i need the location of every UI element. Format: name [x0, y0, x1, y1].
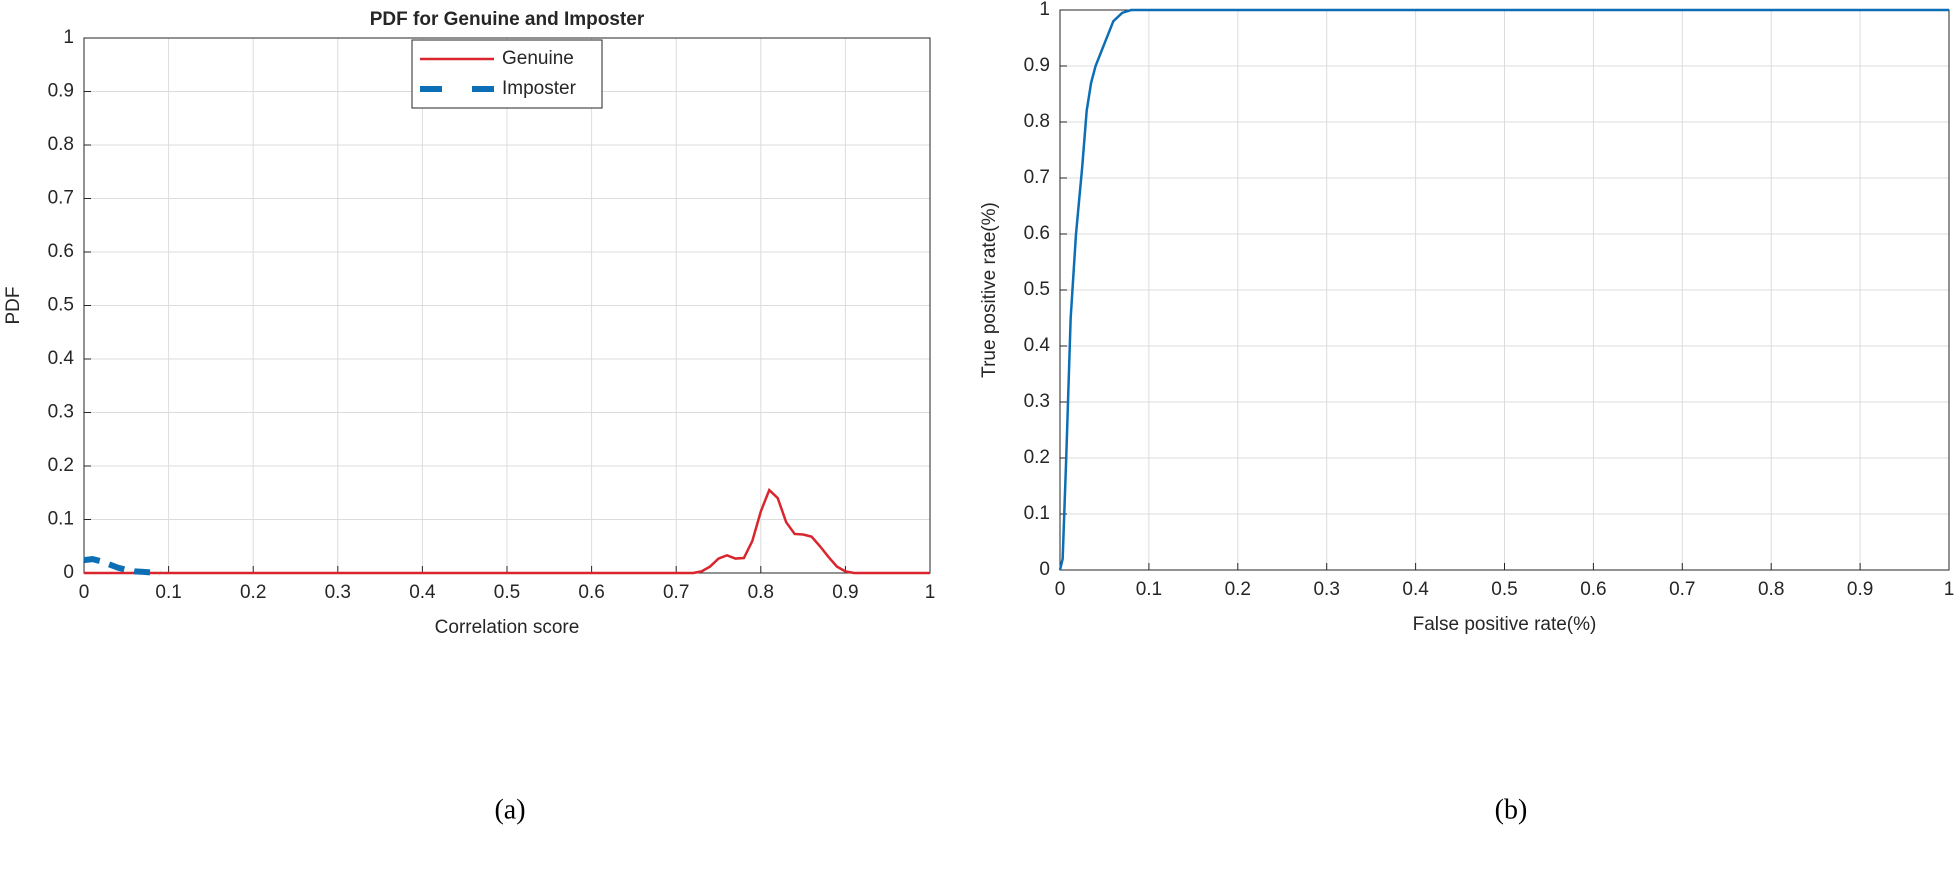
x-axis-label: Correlation score: [435, 617, 580, 638]
y-tick-label: 0.2: [48, 455, 74, 476]
y-tick-label: 1: [1039, 0, 1050, 20]
x-tick-label: 0.7: [663, 582, 689, 603]
y-tick-label: 0.3: [1024, 391, 1050, 412]
y-tick-label: 0.2: [1024, 447, 1050, 468]
y-tick-label: 0.9: [1024, 55, 1050, 76]
x-tick-label: 0.2: [240, 582, 266, 603]
x-tick-label: 0.5: [1491, 579, 1517, 600]
x-tick-label: 0.1: [155, 582, 181, 603]
panel-caption: (a): [494, 794, 525, 825]
y-tick-label: 0.4: [1024, 335, 1051, 356]
y-axis-label: True positive rate(%): [979, 202, 1000, 378]
y-tick-label: 0.8: [48, 134, 74, 155]
x-tick-label: 0.1: [1136, 579, 1162, 600]
x-tick-label: 0.6: [578, 582, 604, 603]
x-tick-label: 0: [79, 582, 90, 603]
y-tick-label: 0.9: [48, 81, 74, 102]
data-line: [83, 556, 161, 576]
chart-title: PDF for Genuine and Imposter: [370, 9, 645, 30]
x-tick-label: 0.8: [748, 582, 774, 603]
x-tick-label: 0.9: [1847, 579, 1873, 600]
data-line: [84, 487, 930, 575]
x-tick-label: 0.6: [1580, 579, 1606, 600]
x-tick-label: 1: [925, 582, 936, 603]
y-tick-label: 0.1: [48, 509, 74, 530]
y-tick-label: 0: [1039, 559, 1050, 580]
x-tick-label: 0.4: [1402, 579, 1429, 600]
y-tick-label: 0: [63, 562, 74, 583]
y-tick-label: 0.6: [48, 241, 74, 262]
x-tick-label: 0.8: [1758, 579, 1784, 600]
y-tick-label: 0.5: [48, 295, 74, 316]
y-axis-label: PDF: [3, 287, 24, 325]
legend-box: [411, 39, 603, 109]
y-tick-label: 0.1: [1024, 503, 1050, 524]
x-tick-label: 0.3: [1313, 579, 1339, 600]
x-tick-label: 0: [1055, 579, 1066, 600]
y-tick-label: 0.5: [1024, 279, 1050, 300]
x-tick-label: 0.9: [832, 582, 858, 603]
y-tick-label: 0.8: [1024, 111, 1050, 132]
y-tick-label: 0.4: [48, 348, 75, 369]
y-tick-label: 1: [63, 27, 74, 48]
x-axis-label: False positive rate(%): [1413, 614, 1597, 635]
y-tick-label: 0.7: [48, 188, 74, 209]
y-tick-label: 0.3: [48, 402, 74, 423]
y-tick-label: 0.7: [1024, 167, 1050, 188]
x-tick-label: 1: [1944, 579, 1955, 600]
x-tick-label: 0.7: [1669, 579, 1695, 600]
y-tick-label: 0.6: [1024, 223, 1050, 244]
legend-label: Imposter: [502, 78, 577, 99]
x-tick-label: 0.2: [1225, 579, 1251, 600]
x-tick-label: 0.5: [494, 582, 520, 603]
legend-label: Genuine: [502, 48, 574, 69]
x-tick-label: 0.4: [409, 582, 436, 603]
data-line: [1058, 8, 1949, 571]
panel-caption: (b): [1495, 794, 1528, 825]
x-tick-label: 0.3: [325, 582, 351, 603]
